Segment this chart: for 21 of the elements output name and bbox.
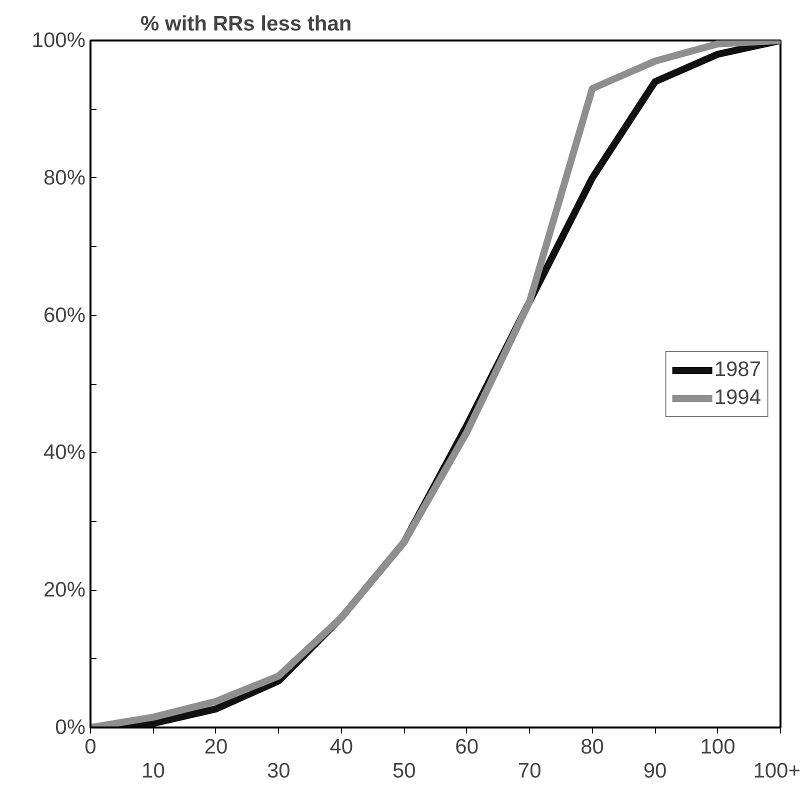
y-tick-label: 60%: [43, 304, 86, 327]
x-tick-label: 90: [643, 760, 667, 782]
x-tick-label: 80: [580, 736, 604, 758]
x-tick-label: 20: [204, 736, 228, 758]
y-tick-label: 40%: [43, 441, 86, 464]
x-tick-label: 40: [330, 736, 354, 758]
x-tick-label: 70: [518, 760, 542, 782]
x-tick-label: 0: [84, 736, 96, 758]
legend-label: 1987: [714, 358, 761, 382]
y-tick-label: 0%: [55, 716, 86, 739]
x-tick-label: 100+: [753, 760, 801, 782]
x-tick-label: 50: [392, 760, 416, 782]
x-tick-label: 100: [700, 736, 736, 758]
y-tick-label: 20%: [43, 578, 86, 602]
x-tick-label: 10: [142, 760, 165, 782]
legend-label: 1994: [714, 386, 761, 410]
x-tick-label: 60: [455, 736, 479, 758]
y-tick-label: 80%: [43, 166, 86, 190]
y-tick-label: 100%: [32, 29, 86, 52]
chart-title: % with RRs less than: [140, 12, 352, 36]
x-tick-label: 30: [267, 760, 290, 782]
